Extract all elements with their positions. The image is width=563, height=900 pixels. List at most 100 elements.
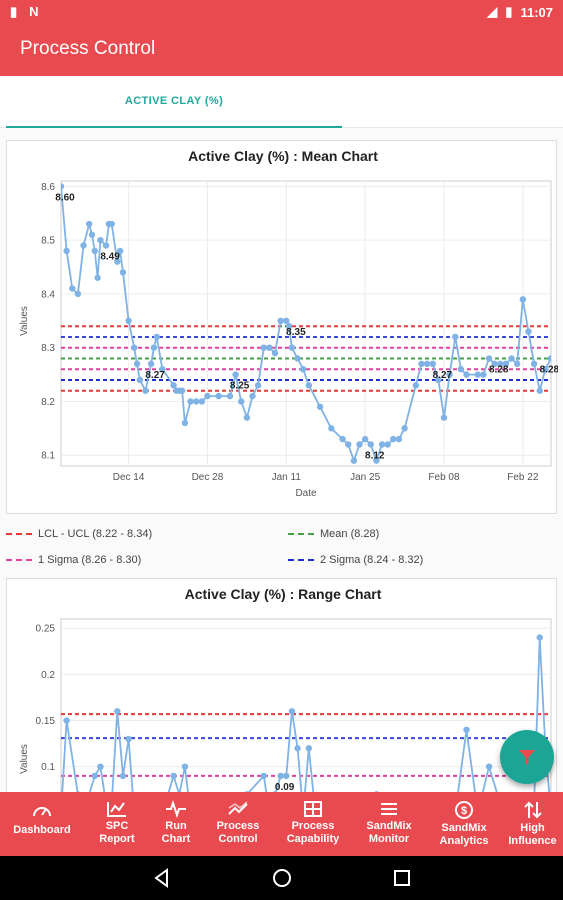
y-tick-label: 8.2: [41, 397, 55, 408]
y-tick-label: 8.1: [41, 451, 55, 462]
data-point: [74, 290, 82, 298]
nav-sandmix-monitor[interactable]: SandMix Monitor: [352, 792, 426, 856]
data-point: [373, 457, 380, 464]
data-point: [350, 457, 358, 464]
data-point: [192, 398, 200, 405]
nav-sandmix-analytics[interactable]: $ SandMix Analytics: [426, 792, 502, 856]
y-tick-label: 8.5: [41, 236, 55, 247]
chart-title: Active Clay (%) : Mean Chart: [188, 148, 378, 164]
y-axis-label: Values: [19, 306, 30, 336]
data-point: [226, 392, 234, 400]
recents-icon: [394, 870, 410, 886]
legend-item-mean: Mean (8.28): [288, 528, 379, 540]
data-point: [63, 247, 70, 255]
data-point: [108, 220, 115, 228]
data-point: [423, 360, 431, 368]
data-point: [536, 634, 543, 641]
tab-bar: ACTIVE CLAY (%): [0, 76, 563, 128]
data-point: [536, 387, 543, 394]
y-tick-label: 8.6: [41, 182, 55, 193]
legend-swatch: [6, 533, 32, 535]
data-point: [85, 220, 93, 228]
x-tick-label: Jan 11: [272, 472, 302, 483]
battery-icon: ▮: [505, 4, 513, 19]
x-tick-label: Dec 28: [192, 472, 224, 483]
data-point: [485, 763, 493, 770]
data-point: [119, 269, 127, 276]
data-point: [159, 366, 166, 373]
data-point: [542, 366, 549, 373]
filter-button[interactable]: [500, 730, 554, 784]
data-point: [170, 772, 177, 780]
data-point: [91, 247, 98, 255]
chart-legend: LCL - UCL (8.22 - 8.34) Mean (8.28) 1 Si…: [0, 522, 563, 572]
tab-active-clay[interactable]: ACTIVE CLAY (%): [6, 76, 342, 128]
series-line: [61, 186, 551, 464]
data-point: [187, 398, 194, 405]
nav-label: High Influence: [508, 822, 557, 847]
data-point: [97, 236, 104, 244]
nav-process-control[interactable]: Process Control: [202, 792, 274, 856]
nav-run-chart[interactable]: Run Chart: [150, 792, 202, 856]
x-axis-label: Date: [295, 488, 317, 499]
recents-button[interactable]: [392, 868, 412, 893]
data-point: [150, 344, 158, 351]
data-label: 8.27: [145, 370, 165, 381]
data-point: [133, 360, 141, 368]
data-label: 8.60: [55, 192, 75, 203]
data-point: [114, 258, 121, 265]
data-point: [316, 403, 324, 411]
data-point: [345, 441, 352, 448]
data-point: [305, 382, 313, 389]
data-point: [497, 360, 504, 368]
nav-label: Dashboard: [13, 824, 71, 836]
data-point: [131, 344, 138, 351]
analytics-icon: $: [455, 801, 473, 819]
nav-high-influence[interactable]: High Influence: [502, 792, 563, 856]
bottom-nav: Dashboard SPC Report Run Chart Process C…: [0, 792, 563, 856]
mean-chart-card: Active Clay (%) : Mean Chart 8.1 8.2 8.3 8.4…: [6, 140, 560, 514]
data-point: [271, 349, 279, 357]
nav-spc-report[interactable]: SPC Report: [84, 792, 150, 856]
trend-icon: [228, 801, 248, 815]
data-point: [384, 441, 391, 448]
nav-label: Process Capability: [286, 820, 340, 845]
data-point: [395, 435, 403, 443]
data-point: [232, 371, 239, 378]
data-point: [480, 371, 487, 378]
data-point: [547, 355, 551, 362]
data-point: [277, 317, 284, 325]
chart-title: Active Clay (%) : Range Chart: [185, 586, 382, 602]
data-point: [378, 441, 386, 448]
data-point: [288, 344, 296, 351]
capability-icon: [304, 801, 322, 817]
x-tick-label: Jan 25: [350, 472, 380, 483]
data-point: [305, 745, 313, 752]
svg-text:$: $: [461, 805, 467, 817]
data-point: [435, 376, 442, 384]
home-button[interactable]: [272, 868, 292, 893]
data-point: [215, 392, 222, 400]
nav-process-capability[interactable]: Process Capability: [274, 792, 352, 856]
data-point: [525, 328, 532, 335]
series-line: [61, 637, 551, 816]
data-point: [119, 772, 127, 780]
data-point: [367, 441, 374, 448]
app-bar: Process Control: [0, 24, 563, 76]
status-bar: ▮ N ◢ ▮ 11:07: [0, 0, 563, 24]
report-chart-icon: [107, 802, 126, 817]
y-tick-label: 0.1: [41, 762, 55, 773]
back-button[interactable]: [152, 868, 172, 893]
data-point: [94, 274, 101, 281]
legend-label: 1 Sigma (8.26 - 8.30): [38, 554, 142, 566]
data-point: [88, 231, 96, 238]
data-point: [181, 419, 189, 427]
data-point: [457, 366, 465, 373]
data-point: [299, 366, 307, 373]
data-point: [125, 735, 132, 743]
data-point: [102, 242, 110, 249]
data-point: [285, 322, 293, 330]
nav-dashboard[interactable]: Dashboard: [0, 792, 84, 856]
data-point: [260, 772, 267, 780]
legend-item-2-sigma: 2 Sigma (8.24 - 8.32): [288, 554, 423, 566]
